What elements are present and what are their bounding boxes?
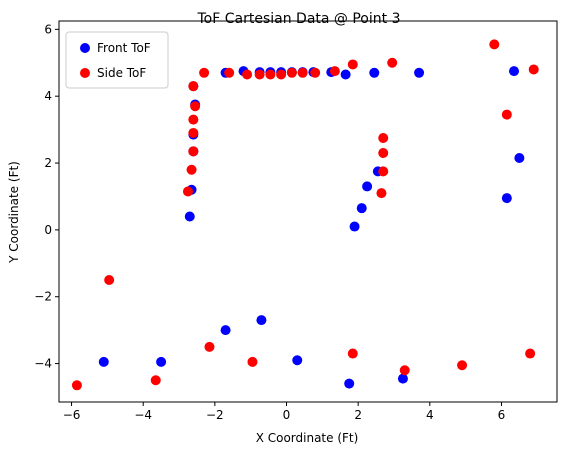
point-side-tof-33 <box>378 148 389 159</box>
point-side-tof-19 <box>254 69 265 80</box>
point-front-tof-29 <box>356 203 367 214</box>
x-tick-label: 0 <box>283 408 291 422</box>
x-axis-label: X Coordinate (Ft) <box>256 431 359 445</box>
point-front-tof-27 <box>501 193 512 204</box>
point-front-tof-26 <box>514 153 525 164</box>
point-front-tof-30 <box>362 181 373 192</box>
legend-box <box>65 31 169 89</box>
legend-marker-front-tof <box>80 43 90 53</box>
point-front-tof-2 <box>220 325 231 336</box>
point-side-tof-6 <box>399 365 410 376</box>
point-side-tof-30 <box>528 64 539 75</box>
y-tick-label: −2 <box>34 290 52 304</box>
point-front-tof-0 <box>98 356 109 367</box>
point-side-tof-9 <box>182 186 193 197</box>
point-side-tof-25 <box>329 66 340 77</box>
y-axis-ticks: −4 −2 0 2 4 6 <box>34 22 59 371</box>
point-side-tof-1 <box>104 275 115 286</box>
point-side-tof-13 <box>188 114 199 125</box>
point-side-tof-20 <box>265 69 276 80</box>
legend-label-side-tof: Side ToF <box>97 66 146 80</box>
chart-title: ToF Cartesian Data @ Point 3 <box>197 11 401 27</box>
point-side-tof-4 <box>247 356 258 367</box>
point-front-tof-4 <box>292 355 303 366</box>
point-side-tof-16 <box>199 67 210 78</box>
point-side-tof-0 <box>71 380 82 391</box>
point-side-tof-24 <box>310 67 321 78</box>
y-tick-label: 2 <box>44 156 52 170</box>
point-side-tof-32 <box>378 166 389 177</box>
point-front-tof-6 <box>397 373 408 384</box>
points-layer <box>71 39 539 391</box>
point-side-tof-5 <box>347 348 358 359</box>
point-side-tof-27 <box>387 57 398 68</box>
point-front-tof-25 <box>509 66 520 77</box>
x-tick-label: −6 <box>63 408 81 422</box>
x-tick-label: 2 <box>354 408 362 422</box>
point-side-tof-31 <box>376 188 387 199</box>
point-side-tof-11 <box>188 146 199 157</box>
legend-label-front-tof: Front ToF <box>97 41 151 55</box>
point-front-tof-1 <box>156 356 167 367</box>
x-tick-label: −4 <box>134 408 152 422</box>
x-tick-label: −2 <box>206 408 224 422</box>
legend: Front ToF Side ToF <box>65 31 169 89</box>
point-side-tof-34 <box>378 132 389 143</box>
y-tick-label: 6 <box>44 22 52 36</box>
point-side-tof-21 <box>276 69 287 80</box>
point-front-tof-3 <box>256 315 267 326</box>
legend-marker-side-tof <box>80 68 90 78</box>
point-front-tof-22 <box>340 69 351 80</box>
point-front-tof-7 <box>184 211 195 222</box>
x-tick-label: 6 <box>498 408 506 422</box>
point-side-tof-17 <box>224 67 235 78</box>
point-side-tof-15 <box>188 81 199 92</box>
point-side-tof-18 <box>242 69 253 80</box>
point-side-tof-7 <box>457 360 468 371</box>
point-side-tof-28 <box>489 39 500 50</box>
point-side-tof-26 <box>347 59 358 70</box>
plot-area-frame <box>58 20 558 403</box>
point-front-tof-24 <box>414 67 425 78</box>
y-axis-label: Y Coordinate (Ft) <box>7 161 21 264</box>
point-side-tof-10 <box>186 164 197 175</box>
x-tick-label: 4 <box>426 408 434 422</box>
point-side-tof-22 <box>286 67 297 78</box>
y-tick-label: 0 <box>44 223 52 237</box>
point-front-tof-23 <box>369 67 380 78</box>
point-side-tof-12 <box>188 127 199 138</box>
point-side-tof-2 <box>150 375 161 386</box>
point-side-tof-23 <box>297 67 308 78</box>
point-side-tof-29 <box>501 109 512 120</box>
point-front-tof-28 <box>349 221 360 232</box>
point-side-tof-14 <box>190 101 201 112</box>
point-side-tof-8 <box>525 348 536 359</box>
y-tick-label: 4 <box>44 89 52 103</box>
x-axis-ticks: −6 −4 −2 0 2 4 6 <box>63 402 506 422</box>
point-side-tof-3 <box>204 341 215 352</box>
point-front-tof-5 <box>344 378 355 389</box>
y-tick-label: −4 <box>34 357 52 371</box>
